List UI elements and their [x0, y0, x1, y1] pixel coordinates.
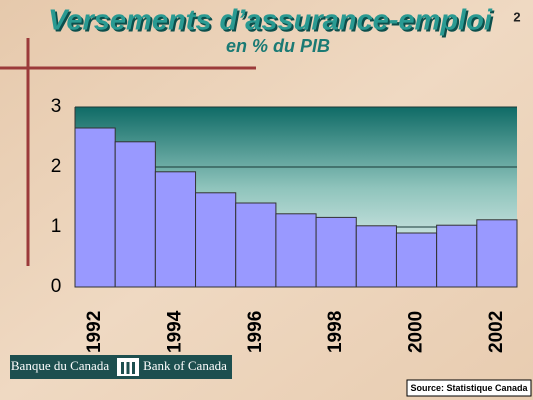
y-tick-label: 3 — [51, 96, 62, 117]
logo-icon — [132, 362, 135, 374]
chart-subtitle: en % du PIB — [226, 36, 330, 56]
page-number: 2 — [513, 9, 520, 24]
bar — [275, 213, 317, 288]
y-tick-label: 2 — [51, 156, 62, 177]
x-tick-label: 1996 — [245, 311, 266, 353]
logo-icon — [121, 362, 124, 374]
x-tick-label: 2002 — [486, 311, 507, 353]
x-tick-label: 1992 — [84, 311, 105, 353]
bar — [195, 192, 237, 288]
x-tick-label: 1998 — [325, 311, 346, 353]
bar — [476, 219, 518, 288]
y-tick-label: 0 — [51, 276, 62, 297]
x-tick-label: 1994 — [164, 310, 185, 353]
bar — [315, 216, 357, 288]
logo-icon — [126, 362, 130, 374]
bar — [114, 141, 156, 288]
bar — [74, 127, 116, 288]
source-box — [406, 379, 532, 397]
chart-title: Versements d’assurance-emploi — [48, 5, 493, 37]
logo: Banque du Canada Bank of Canada — [10, 355, 232, 379]
source: Source: Statistique Canada — [410, 383, 528, 393]
bar — [395, 232, 438, 288]
x-tick-label: 2000 — [406, 311, 427, 353]
bar — [355, 225, 397, 288]
bar — [235, 202, 277, 288]
title-shadow: Versements d’assurance-emploi — [50, 7, 495, 39]
logo-fr: Banque du Canada — [11, 358, 109, 373]
logo-en: Bank of Canada — [143, 358, 227, 373]
y-tick-label: 1 — [51, 216, 62, 237]
bar — [436, 224, 478, 288]
bar — [154, 171, 197, 288]
